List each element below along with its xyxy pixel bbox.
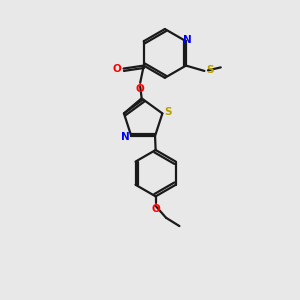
Text: O: O bbox=[112, 64, 122, 74]
Text: O: O bbox=[135, 84, 144, 94]
Text: O: O bbox=[151, 204, 160, 214]
Text: N: N bbox=[183, 35, 191, 45]
Text: N: N bbox=[121, 132, 130, 142]
Text: S: S bbox=[165, 107, 172, 117]
Text: S: S bbox=[206, 65, 214, 75]
